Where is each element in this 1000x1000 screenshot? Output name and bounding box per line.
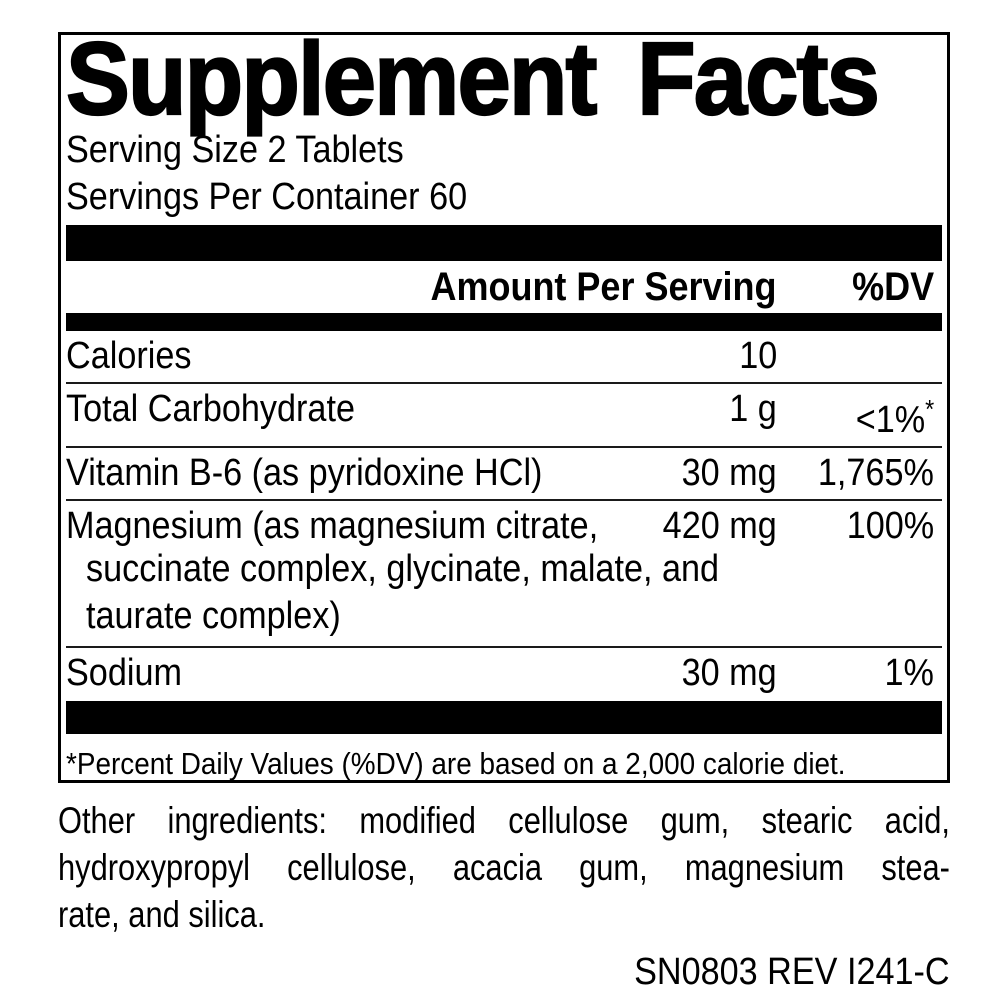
dv-asterisk: * [924,394,934,424]
nutrient-amount: 30 mg [681,652,777,694]
below-panel-text: Other ingredients: modified cellulose gu… [58,797,950,994]
separator-bar-bottom [66,701,942,734]
footnote-text: *Percent Daily Values (%DV) are based on… [66,746,846,781]
panel-title: Supplement Facts [65,32,942,136]
nutrient-row-total-carbohydrate: Total Carbohydrate 1 g <1%* [66,382,942,446]
nutrient-rows: Calories 10 Total Carbohydrate 1 g <1%* [66,331,942,699]
serving-size-line: Serving Size 2 Tablets [66,129,404,171]
nutrient-name: Calories [66,335,192,377]
nutrient-amount: 420 mg [662,505,777,547]
magnesium-first-line: Magnesium (as magnesium citrate, 420 mg … [66,507,942,546]
product-code: SN0803 REV I241-C [634,951,950,993]
other-ingredients-line: rate, and silica. [58,894,266,935]
nutrient-amount: 1 g [729,388,777,430]
supplement-facts-panel: Supplement Facts Serving Size 2 Tablets … [58,32,950,783]
panel-title-text: Supplement Facts [65,32,881,136]
dv-header: %DV [851,265,934,309]
serving-info: Serving Size 2 Tablets Servings Per Cont… [66,127,942,221]
nutrient-row-magnesium: Magnesium (as magnesium citrate, 420 mg … [66,499,942,646]
nutrient-row-vitamin-b6: Vitamin B-6 (as pyridoxine HCl) 30 mg 1,… [66,446,942,499]
separator-bar-header [66,313,942,331]
other-ingredients-line: Other ingredients: modified cellulose gu… [58,800,950,841]
nutrient-amount: 10 [738,335,777,377]
magnesium-continuation-line: succinate complex, glycinate, malate, an… [86,548,720,590]
footnote: *Percent Daily Values (%DV) are based on… [66,734,942,781]
nutrient-dv: 100% [846,505,934,547]
servings-per-container-line: Servings Per Container 60 [66,176,468,218]
magnesium-continuation-line: taurate complex) [86,595,341,637]
nutrient-amount: 30 mg [681,452,777,494]
nutrient-dv: <1%* [855,394,934,441]
nutrient-name: Sodium [66,652,182,694]
nutrient-row-calories: Calories 10 [66,331,942,382]
nutrient-name: Vitamin B-6 (as pyridoxine HCl) [66,452,543,494]
nutrient-dv: 1,765% [817,452,934,494]
amount-header-row: Amount Per Serving %DV [66,261,942,313]
amount-per-serving-header: Amount Per Serving [430,265,777,309]
nutrient-dv: 1% [884,652,934,694]
separator-bar-top [66,225,942,261]
nutrient-name: Total Carbohydrate [66,388,355,430]
nutrient-row-sodium: Sodium 30 mg 1% [66,646,942,699]
nutrient-dv [777,337,942,376]
nutrient-name: Magnesium (as magnesium citrate, [66,505,599,547]
other-ingredients-line: hydroxypropyl cellulose, acacia gum, mag… [58,847,950,888]
